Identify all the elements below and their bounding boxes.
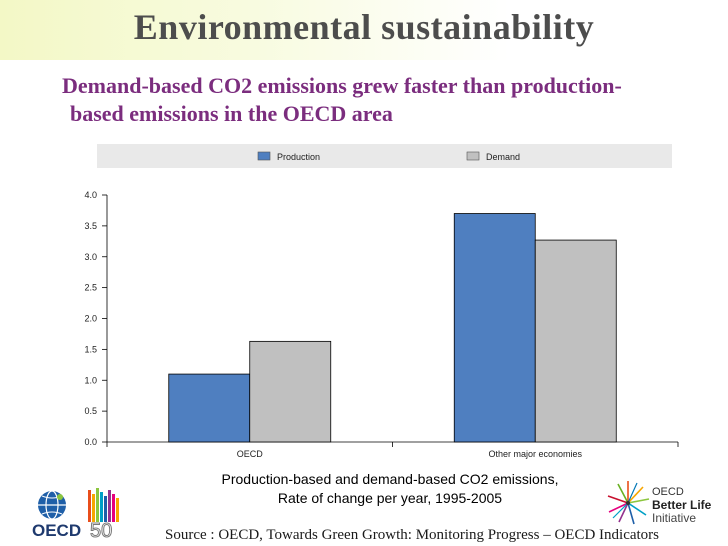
y-tick-label: 3.0: [84, 252, 97, 262]
bar-production-0: [168, 373, 251, 443]
bar-demand-1: [534, 239, 617, 443]
oecd-logo-text: OECD: [32, 521, 81, 540]
y-tick-label: 2.5: [84, 283, 97, 293]
chart-caption: Production-based and demand-based CO2 em…: [180, 470, 600, 508]
y-tick-label: 2.0: [84, 314, 97, 324]
y-tick-label: 1.0: [84, 375, 97, 385]
anniversary-stripes-icon: [88, 488, 119, 522]
slide-subtitle: Demand-based CO2 emissions grew faster t…: [62, 72, 702, 128]
y-tick-label: 0.5: [84, 406, 97, 416]
y-tick-label: 4.0: [84, 190, 97, 200]
x-category-label: Other major economies: [488, 449, 582, 459]
better-life-oecd: OECD: [652, 486, 684, 498]
y-tick-label: 0.0: [84, 437, 97, 447]
y-tick-label: 3.5: [84, 221, 97, 231]
anniversary-number: 50: [90, 520, 112, 540]
title-band: [0, 0, 728, 60]
better-life-name: Better Life: [652, 498, 712, 512]
legend-background: [97, 144, 672, 168]
globe-icon: [38, 490, 66, 520]
y-tick-label: 1.5: [84, 344, 97, 354]
slide-title: Environmental sustainability: [133, 7, 595, 47]
better-life-flower-icon: [607, 481, 650, 525]
bar-production-1: [453, 213, 536, 443]
legend-swatch-demand: [466, 151, 480, 161]
subtitle-line-1: Demand-based CO2 emissions grew faster t…: [62, 73, 622, 98]
source-note: Source : OECD, Towards Green Growth: Mon…: [165, 527, 660, 543]
legend-label-demand: Demand: [486, 152, 520, 162]
legend-label-production: Production: [277, 152, 320, 162]
better-life-logo-text: OECD Better Life Initiative: [652, 486, 711, 525]
oecd-50-logo: OECD 50: [32, 488, 119, 540]
emissions-bar-chart: Production Demand 0.0 0.5 1.0 1.5 2.0 2.5 3.0 3.5…: [84, 144, 679, 459]
caption-line-1: Production-based and demand-based CO2 em…: [221, 471, 559, 487]
bar-demand-0: [249, 340, 332, 443]
legend-swatch-production: [257, 151, 271, 161]
better-life-initiative: Initiative: [652, 511, 697, 525]
subtitle-line-2: based emissions in the OECD area: [70, 101, 393, 126]
x-category-label: OECD: [237, 449, 264, 459]
caption-line-2: Rate of change per year, 1995-2005: [277, 490, 503, 506]
